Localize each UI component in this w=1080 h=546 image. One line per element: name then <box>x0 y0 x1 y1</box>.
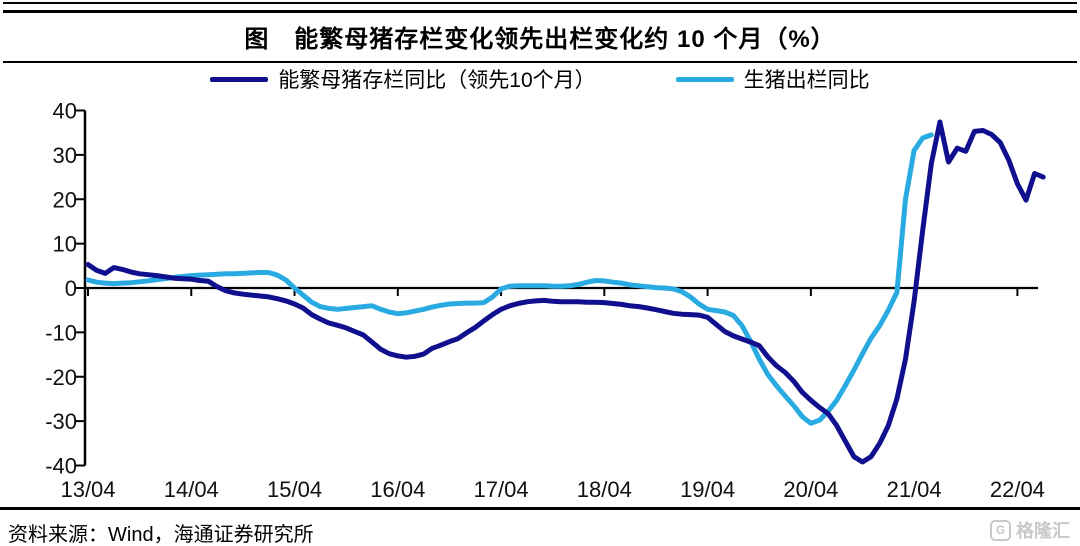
x-tick-label: 20/04 <box>783 477 838 502</box>
y-tick-label: 10 <box>53 232 77 257</box>
x-tick-label: 22/04 <box>990 477 1045 502</box>
y-tick-label: -20 <box>45 365 77 390</box>
legend-label-sow-inventory: 能繁母猪存栏同比（领先10个月） <box>278 69 596 92</box>
legend-line-swatch-navy <box>210 76 269 82</box>
gelonghui-logo-text: 格隆汇 <box>1016 521 1070 541</box>
x-tick-label: 21/04 <box>887 477 942 502</box>
gelonghui-watermark: G 格隆汇 <box>990 517 1070 543</box>
x-tick-label: 16/04 <box>370 477 425 502</box>
y-tick-label: 30 <box>53 143 77 168</box>
legend-item-hog-slaughter: 生猪出栏同比 <box>675 64 870 94</box>
bottom-rule <box>0 507 1080 510</box>
x-tick-label: 14/04 <box>164 477 219 502</box>
x-tick-label: 17/04 <box>474 477 529 502</box>
x-tick-label: 13/04 <box>60 477 115 502</box>
source-note: 资料来源：Wind，海通证券研究所 <box>8 524 314 546</box>
title-bar: 图 能繁母猪存栏变化领先出栏变化约 10 个月（%） <box>3 10 1077 63</box>
gelonghui-logo-icon: G <box>990 519 1011 541</box>
legend-item-sow-inventory: 能繁母猪存栏同比（领先10个月） <box>210 64 596 94</box>
series-line-0 <box>85 119 1046 465</box>
y-tick-label: -30 <box>45 409 77 434</box>
x-tick-label: 18/04 <box>577 477 632 502</box>
chart-legend: 能繁母猪存栏同比（领先10个月） 生猪出栏同比 <box>0 64 1080 94</box>
y-tick-label: -10 <box>45 320 77 345</box>
y-tick-label: -40 <box>45 454 77 479</box>
top-rule <box>3 2 1077 4</box>
legend-line-swatch-cyan <box>675 76 734 82</box>
y-tick-label: 0 <box>65 276 77 301</box>
legend-label-hog-slaughter: 生猪出栏同比 <box>743 69 870 92</box>
chart-area: 40 30 20 10 0 -10 -20 -30 -40 13/04 14/04 15/04 16/0… <box>0 99 1080 506</box>
x-tick-label: 15/04 <box>267 477 322 502</box>
x-tick-label: 19/04 <box>680 477 735 502</box>
y-tick-label: 20 <box>53 187 77 212</box>
series-line-1 <box>85 132 934 426</box>
y-tick-label: 40 <box>53 100 77 124</box>
page-title: 图 能繁母猪存栏变化领先出栏变化约 10 个月（%） <box>244 26 836 53</box>
